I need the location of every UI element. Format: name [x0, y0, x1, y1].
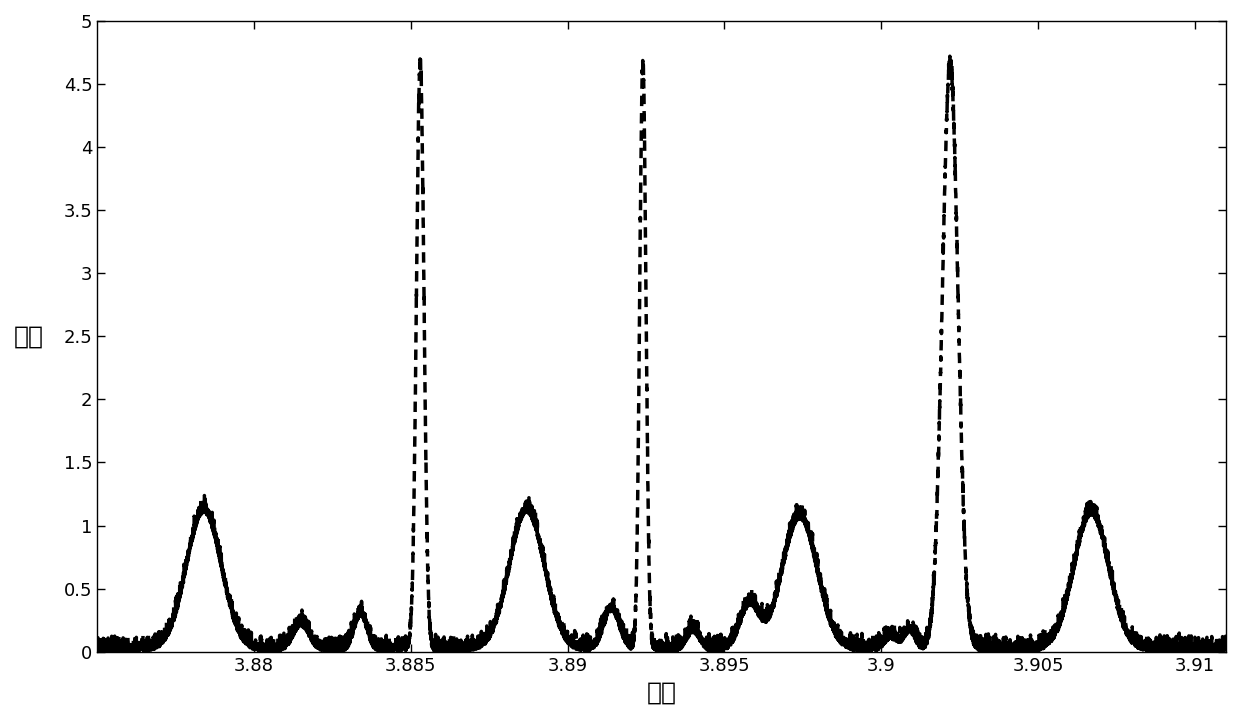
Y-axis label: 振幅: 振幅	[14, 325, 43, 348]
X-axis label: 距离: 距离	[647, 680, 677, 704]
